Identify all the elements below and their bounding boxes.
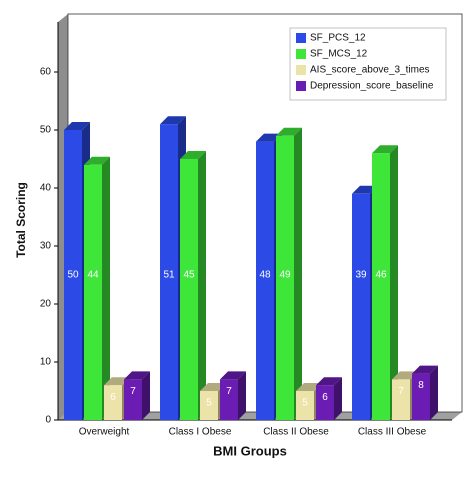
bar-top [180,151,206,159]
y-tick-label: 0 [45,415,51,426]
y-tick-label: 30 [40,241,52,252]
bar-top [220,371,246,380]
data-label: 5 [206,398,212,409]
bar [392,379,410,420]
bar [412,373,430,420]
data-label: 46 [375,270,387,281]
data-label: 8 [418,380,424,391]
bar-side [334,377,342,420]
x-tick-label: Class III Obese [358,427,427,438]
bar [124,379,142,420]
legend-swatch [296,81,306,91]
y-tick-label: 20 [40,299,52,310]
legend-label: Depression_score_baseline [310,81,434,92]
data-label: 7 [226,386,232,397]
bar-side [430,365,438,420]
data-label: 7 [130,386,136,397]
y-tick-label: 50 [40,125,52,136]
y-tick-label: 40 [40,183,52,194]
data-label: 5 [302,398,308,409]
bar-top [104,377,130,386]
bar-top [160,116,186,125]
bar [160,124,178,420]
data-label: 45 [183,270,195,281]
bar [296,391,314,420]
bar-top [200,383,226,391]
legend-label: SF_MCS_12 [310,49,368,60]
bar-side [238,371,246,420]
bar-top [412,365,438,374]
x-axis-title: BMI Groups [213,443,287,458]
bar-top [316,377,342,386]
bar [352,193,370,420]
legend [289,27,447,101]
bar [276,135,294,421]
data-label: 44 [87,270,99,281]
data-label: 39 [355,270,367,281]
bar [316,385,334,420]
data-label: 51 [163,270,175,281]
bar-side [142,371,150,420]
bar-side [198,151,206,420]
data-label: 6 [110,392,116,403]
legend-label: AIS_score_above_3_times [310,65,430,76]
bar-top [372,145,398,154]
y-tick-label: 10 [40,357,52,368]
data-label: 49 [279,270,291,281]
y-tick-label: 60 [40,67,52,78]
legend-label: SF_PCS_12 [310,33,366,44]
legend-swatch [296,33,306,43]
bar-side [102,156,110,421]
bar-top [124,371,150,380]
legend-swatch [296,65,306,75]
y-axis-title: Total Scoring [14,182,28,258]
bar-top [64,122,90,130]
x-tick-label: Overweight [79,427,130,438]
bar-top [392,371,418,380]
bar [64,130,82,420]
x-tick-label: Class I Obese [169,427,232,438]
data-label: 50 [67,270,79,281]
bar [180,159,198,420]
data-label: 48 [259,270,271,281]
bar [104,385,122,420]
bar-top [296,383,322,391]
legend-swatch [296,49,306,59]
bar [220,379,238,420]
bar-top [256,133,282,142]
data-label: 6 [322,392,328,403]
bar-side [294,127,302,421]
bar-top [84,156,110,165]
bar-top [276,127,302,136]
bar [84,164,102,420]
bar [200,391,218,420]
bar [372,153,390,420]
bar [256,141,274,420]
bar-side [390,145,398,420]
data-label: 7 [398,386,404,397]
bar-top [352,185,378,194]
x-tick-label: Class II Obese [263,427,329,438]
